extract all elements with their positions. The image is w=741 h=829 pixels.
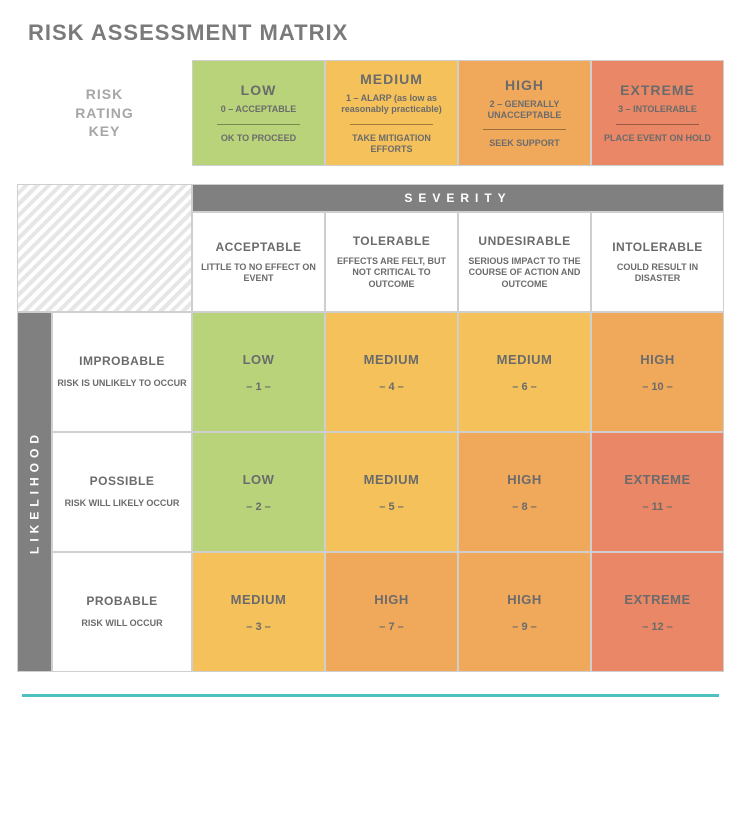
cell-value: – 10 –: [596, 381, 719, 393]
matrix-cell: EXTREME – 11 –: [591, 432, 724, 552]
key-label: RISK RATING KEY: [17, 60, 192, 166]
likelihood-sub: RISK WILL OCCUR: [57, 618, 187, 629]
cell-label: LOW: [197, 472, 320, 487]
risk-rating-key: RISK RATING KEY LOW 0 – ACCEPTABLE OK TO…: [17, 60, 724, 166]
matrix-cell: LOW – 2 –: [192, 432, 325, 552]
cell-label: LOW: [197, 352, 320, 367]
severity-col-acceptable: ACCEPTABLE LITTLE TO NO EFFECT ON EVENT: [192, 212, 325, 312]
key-action: TAKE MITIGATION EFFORTS: [332, 133, 451, 156]
matrix-cell: MEDIUM – 5 –: [325, 432, 458, 552]
cell-label: EXTREME: [596, 592, 719, 607]
severity-col-tolerable: TOLERABLE EFFECTS ARE FELT, BUT NOT CRIT…: [325, 212, 458, 312]
matrix-cell: LOW – 1 –: [192, 312, 325, 432]
severity-head: UNDESIRABLE: [463, 234, 586, 248]
key-head: LOW: [199, 82, 318, 98]
likelihood-row-possible: POSSIBLE RISK WILL LIKELY OCCUR: [52, 432, 192, 552]
severity-col-undesirable: UNDESIRABLE SERIOUS IMPACT TO THE COURSE…: [458, 212, 591, 312]
severity-head: TOLERABLE: [330, 234, 453, 248]
severity-head: INTOLERABLE: [596, 240, 719, 254]
likelihood-sub: RISK IS UNLIKELY TO OCCUR: [57, 378, 187, 389]
key-label-line: RISK: [86, 85, 123, 104]
severity-sub: SERIOUS IMPACT TO THE COURSE OF ACTION A…: [463, 256, 586, 290]
cell-label: EXTREME: [596, 472, 719, 487]
risk-matrix: SEVERITY ACCEPTABLE LITTLE TO NO EFFECT …: [17, 184, 724, 672]
cell-label: MEDIUM: [330, 352, 453, 367]
key-divider: [350, 124, 433, 125]
severity-head: ACCEPTABLE: [197, 240, 320, 254]
key-sub: 0 – ACCEPTABLE: [199, 104, 318, 115]
likelihood-head: IMPROBABLE: [57, 354, 187, 368]
key-head: HIGH: [465, 77, 584, 93]
matrix-cell: MEDIUM – 6 –: [458, 312, 591, 432]
likelihood-row-probable: PROBABLE RISK WILL OCCUR: [52, 552, 192, 672]
key-sub: 2 – GENERALLY UNACCEPTABLE: [465, 99, 584, 122]
key-label-line: RATING: [75, 104, 134, 123]
severity-col-intolerable: INTOLERABLE COULD RESULT IN DISASTER: [591, 212, 724, 312]
likelihood-head: POSSIBLE: [57, 474, 187, 488]
cell-label: HIGH: [463, 472, 586, 487]
severity-sub: LITTLE TO NO EFFECT ON EVENT: [197, 262, 320, 285]
cell-value: – 1 –: [197, 381, 320, 393]
cell-label: MEDIUM: [330, 472, 453, 487]
key-divider: [217, 124, 300, 125]
page-title: RISK ASSESSMENT MATRIX: [28, 20, 729, 46]
key-cell-extreme: EXTREME 3 – INTOLERABLE PLACE EVENT ON H…: [591, 60, 724, 166]
cell-value: – 5 –: [330, 501, 453, 513]
likelihood-row-improbable: IMPROBABLE RISK IS UNLIKELY TO OCCUR: [52, 312, 192, 432]
key-divider: [483, 129, 566, 130]
cell-label: HIGH: [463, 592, 586, 607]
key-cell-low: LOW 0 – ACCEPTABLE OK TO PROCEED: [192, 60, 325, 166]
severity-label: SEVERITY: [192, 184, 724, 212]
matrix-cell: MEDIUM – 4 –: [325, 312, 458, 432]
matrix-cell: HIGH – 7 –: [325, 552, 458, 672]
key-action: SEEK SUPPORT: [465, 138, 584, 149]
key-sub: 3 – INTOLERABLE: [598, 104, 717, 115]
cell-value: – 4 –: [330, 381, 453, 393]
cell-value: – 7 –: [330, 621, 453, 633]
key-head: MEDIUM: [332, 71, 451, 87]
cell-value: – 2 –: [197, 501, 320, 513]
cell-label: HIGH: [330, 592, 453, 607]
key-action: PLACE EVENT ON HOLD: [598, 133, 717, 144]
matrix-cell: MEDIUM – 3 –: [192, 552, 325, 672]
key-action: OK TO PROCEED: [199, 133, 318, 144]
cell-value: – 8 –: [463, 501, 586, 513]
cell-label: MEDIUM: [463, 352, 586, 367]
cell-value: – 6 –: [463, 381, 586, 393]
key-cell-high: HIGH 2 – GENERALLY UNACCEPTABLE SEEK SUP…: [458, 60, 591, 166]
matrix-corner: [17, 184, 192, 312]
cell-label: HIGH: [596, 352, 719, 367]
matrix-cell: HIGH – 9 –: [458, 552, 591, 672]
key-sub: 1 – ALARP (as low as reasonably practica…: [332, 93, 451, 116]
severity-sub: EFFECTS ARE FELT, BUT NOT CRITICAL TO OU…: [330, 256, 453, 290]
severity-sub: COULD RESULT IN DISASTER: [596, 262, 719, 285]
cell-value: – 9 –: [463, 621, 586, 633]
likelihood-label: LIKELIHOOD: [17, 312, 52, 672]
key-cell-medium: MEDIUM 1 – ALARP (as low as reasonably p…: [325, 60, 458, 166]
matrix-cell: HIGH – 8 –: [458, 432, 591, 552]
cell-label: MEDIUM: [197, 592, 320, 607]
likelihood-sub: RISK WILL LIKELY OCCUR: [57, 498, 187, 509]
footer-rule: [22, 694, 719, 697]
key-head: EXTREME: [598, 82, 717, 98]
cell-value: – 3 –: [197, 621, 320, 633]
key-label-line: KEY: [89, 122, 121, 141]
key-divider: [616, 124, 699, 125]
likelihood-head: PROBABLE: [57, 594, 187, 608]
cell-value: – 11 –: [596, 501, 719, 513]
matrix-cell: EXTREME – 12 –: [591, 552, 724, 672]
matrix-cell: HIGH – 10 –: [591, 312, 724, 432]
cell-value: – 12 –: [596, 621, 719, 633]
